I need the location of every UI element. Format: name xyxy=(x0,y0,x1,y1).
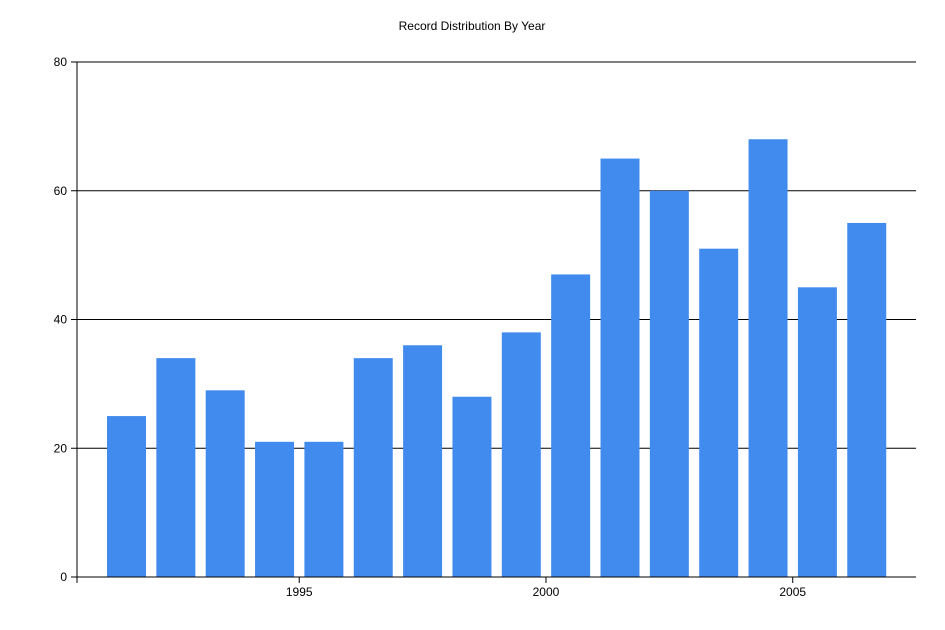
y-tick-label: 20 xyxy=(54,441,68,455)
bar-1995 xyxy=(304,441,344,577)
bar-2003 xyxy=(699,248,739,577)
y-tick-labels: 0 20 40 60 80 xyxy=(54,55,77,584)
bar-2006 xyxy=(847,222,887,577)
bar-1993 xyxy=(205,390,245,577)
chart-title: Record Distribution By Year xyxy=(399,19,546,33)
x-tick-label: 2000 xyxy=(533,585,560,599)
bar-1992 xyxy=(156,358,196,578)
grid-lines xyxy=(77,61,916,449)
y-tick-label: 0 xyxy=(60,570,67,584)
bar-2005 xyxy=(797,287,837,577)
bar-2002 xyxy=(649,190,689,577)
y-tick-label: 80 xyxy=(54,55,68,69)
bar-2004 xyxy=(748,139,788,577)
x-tick-label: 1995 xyxy=(286,585,313,599)
bar-1991 xyxy=(107,416,146,577)
x-tick-labels: 1995 2000 2005 xyxy=(76,577,806,599)
x-tick-label: 2005 xyxy=(779,585,806,599)
bar-1996 xyxy=(353,358,393,578)
y-tick-label: 40 xyxy=(54,313,68,327)
y-tick-label: 60 xyxy=(54,184,68,198)
bar-1994 xyxy=(255,441,295,577)
bar-1999 xyxy=(501,332,541,578)
bar-2000 xyxy=(551,274,591,577)
bar-2001 xyxy=(600,158,640,577)
bar-1997 xyxy=(403,345,443,577)
bar-1998 xyxy=(452,396,492,577)
bars xyxy=(107,139,887,578)
